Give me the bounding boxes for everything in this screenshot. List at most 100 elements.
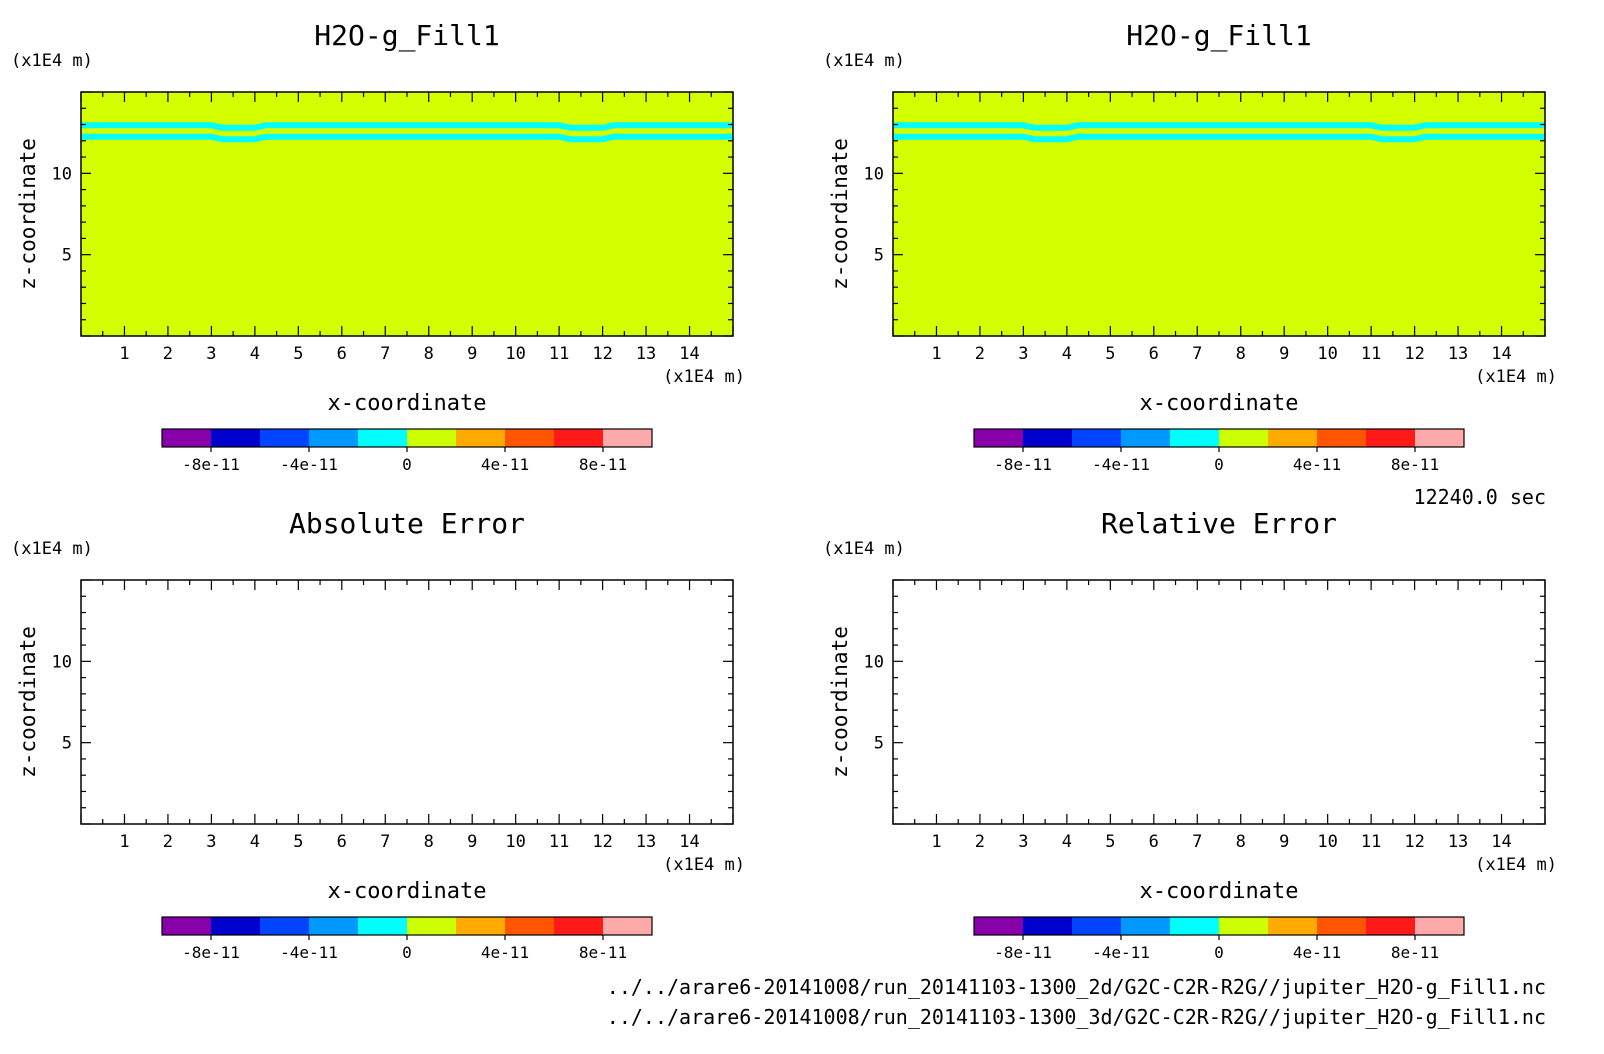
file-path-2: ../../arare6-20141008/run_20141103-1300_… (607, 1005, 1546, 1029)
x-tick-label: 3 (206, 832, 216, 852)
x-tick-label: 13 (1448, 344, 1468, 364)
y-axis-label: z-coordinate (16, 626, 40, 778)
colorbar-cell (1072, 429, 1121, 447)
field-fill (893, 92, 1545, 336)
y-axis-label: z-coordinate (828, 138, 852, 290)
x-tick-label: 1 (931, 832, 941, 852)
y-tick-label: 10 (864, 652, 884, 672)
colorbar-tick-label: -4e-11 (280, 943, 338, 962)
colorbar-tick-label: 0 (1214, 455, 1224, 474)
colorbar-tick-label: -8e-11 (182, 943, 240, 962)
colorbar-cell (1072, 917, 1121, 935)
field-fill (81, 580, 733, 824)
x-tick-label: 4 (1062, 344, 1072, 364)
x-tick-label: 8 (424, 344, 434, 364)
colorbar-tick-label: 4e-11 (1293, 455, 1341, 474)
x-unit-label: (x1E4 m) (1475, 367, 1557, 387)
x-tick-label: 1 (119, 344, 129, 364)
x-tick-label: 10 (505, 832, 525, 852)
x-tick-label: 14 (679, 344, 699, 364)
x-tick-label: 7 (1192, 832, 1202, 852)
x-tick-label: 11 (1361, 344, 1381, 364)
colorbar-cell (603, 429, 652, 447)
x-tick-label: 6 (337, 344, 347, 364)
colorbar-tick-label: -8e-11 (994, 943, 1052, 962)
colorbar-cell (974, 429, 1023, 447)
colorbar-cell (1268, 429, 1317, 447)
y-axis-label: z-coordinate (828, 626, 852, 778)
colorbar-tick-label: 8e-11 (1391, 455, 1439, 474)
colorbar-cell (260, 917, 309, 935)
chart-panel-4: Relative Error(x1E4 m)1 2 3 4 5 6 7 8 9 10 11 12 13 1… (823, 507, 1557, 962)
x-tick-label: 10 (1317, 344, 1337, 364)
colorbar-tick-label: 8e-11 (579, 455, 627, 474)
colorbar-cell (1121, 429, 1170, 447)
y-tick-label: 10 (864, 164, 884, 184)
colorbar-cell (211, 917, 260, 935)
x-tick-label: 2 (975, 344, 985, 364)
x-tick-label: 1 (119, 832, 129, 852)
x-tick-label: 13 (636, 344, 656, 364)
contour-band-1 (81, 133, 733, 143)
x-tick-label: 11 (1361, 832, 1381, 852)
colorbar-tick-label: 0 (1214, 943, 1224, 962)
x-tick-label: 5 (293, 344, 303, 364)
colorbar-tick-label: 8e-11 (579, 943, 627, 962)
x-tick-label: 12 (592, 344, 612, 364)
x-tick-label: 14 (1491, 832, 1511, 852)
x-tick-label: 4 (250, 832, 260, 852)
y-unit-label: (x1E4 m) (823, 539, 905, 559)
panels: H2O-g_Fill1(x1E4 m)1 2 3 4 5 6 7 8 9 10 11 12 13 1451… (11, 19, 1557, 962)
colorbar-cell (1219, 429, 1268, 447)
contour-band-1 (893, 133, 1545, 143)
time-label: 12240.0 sec (1414, 485, 1546, 509)
x-axis-label: x-coordinate (328, 879, 487, 904)
x-unit-label: (x1E4 m) (663, 367, 745, 387)
colorbar-cell (505, 429, 554, 447)
y-tick-label: 5 (874, 734, 884, 754)
colorbar-tick-label: 4e-11 (481, 455, 529, 474)
x-tick-label: 5 (293, 832, 303, 852)
x-tick-label: 5 (1105, 832, 1115, 852)
colorbar-tick-label: 8e-11 (1391, 943, 1439, 962)
x-tick-label: 4 (250, 344, 260, 364)
colorbar-cell (1366, 429, 1415, 447)
x-tick-label: 12 (1404, 344, 1424, 364)
chart-title: H2O-g_Fill1 (1126, 19, 1311, 53)
y-unit-label: (x1E4 m) (11, 51, 93, 71)
colorbar-cell (407, 917, 456, 935)
x-tick-label: 7 (1192, 344, 1202, 364)
colorbar-cell (456, 429, 505, 447)
x-tick-label: 6 (1149, 344, 1159, 364)
x-tick-label: 8 (1236, 344, 1246, 364)
contour-band-2 (81, 122, 733, 131)
x-tick-label: 9 (467, 832, 477, 852)
chart-panel-3: Absolute Error(x1E4 m)1 2 3 4 5 6 7 8 9 10 11 12 13 1… (11, 507, 745, 962)
colorbar-cell (554, 917, 603, 935)
x-tick-label: 3 (1018, 832, 1028, 852)
y-unit-label: (x1E4 m) (11, 539, 93, 559)
file-path-1: ../../arare6-20141008/run_20141103-1300_… (607, 975, 1546, 999)
y-tick-label: 5 (62, 734, 72, 754)
colorbar-cell (456, 917, 505, 935)
chart-panel-2: H2O-g_Fill1(x1E4 m)1 2 3 4 5 6 7 8 9 10 11 12 13 1451… (823, 19, 1557, 474)
colorbar-cell (309, 917, 358, 935)
x-axis-label: x-coordinate (328, 391, 487, 416)
colorbar-tick-label: -4e-11 (280, 455, 338, 474)
x-tick-label: 7 (380, 832, 390, 852)
colorbar-tick-label: 4e-11 (481, 943, 529, 962)
colorbar-tick-label: -8e-11 (994, 455, 1052, 474)
x-unit-label: (x1E4 m) (663, 855, 745, 875)
colorbar-cell (1268, 917, 1317, 935)
x-tick-label: 14 (1491, 344, 1511, 364)
colorbar-tick-label: -8e-11 (182, 455, 240, 474)
x-tick-label: 13 (1448, 832, 1468, 852)
colorbar-cell (358, 917, 407, 935)
x-tick-label: 2 (975, 832, 985, 852)
x-axis-label: x-coordinate (1140, 879, 1299, 904)
y-tick-label: 5 (62, 246, 72, 266)
x-tick-label: 9 (1279, 344, 1289, 364)
colorbar-cell (407, 429, 456, 447)
colorbar-tick-label: 4e-11 (1293, 943, 1341, 962)
colorbar-cell (309, 429, 358, 447)
